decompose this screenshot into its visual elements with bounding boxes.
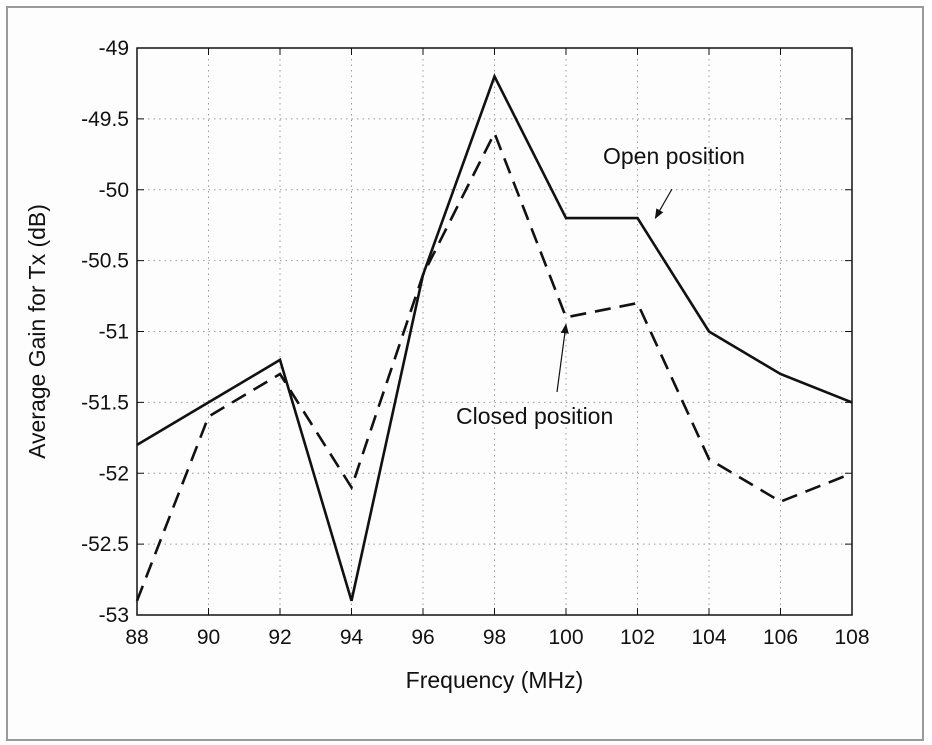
x-tick-label: 90 (197, 626, 220, 649)
x-tick-label: 104 (691, 626, 726, 649)
closed-position-annotation-label: Closed position (456, 403, 613, 429)
open-position-annotation-label: Open position (603, 143, 745, 169)
x-tick-label: 106 (763, 626, 798, 649)
y-tick-label: -49 (99, 37, 129, 60)
open-position-annotation-arrow (654, 188, 673, 219)
y-tick-label: -50 (99, 179, 129, 202)
x-tick-label: 88 (125, 626, 148, 649)
y-tick-label: -49.5 (81, 108, 129, 131)
axis-ticks: 88 90 92 94 96 98 100 102 104 106 108 -49 -49.5 -50 -5… (81, 37, 869, 649)
y-axis-label: Average Gain for Tx (dB) (24, 204, 50, 459)
x-tick-label: 100 (548, 626, 583, 649)
x-tick-label: 94 (340, 626, 364, 649)
x-tick-label: 96 (411, 626, 434, 649)
x-tick-label: 108 (834, 626, 869, 649)
closed-position-line (135, 129, 853, 602)
y-tick-label: -51.5 (81, 391, 129, 414)
x-axis-label: Frequency (MHz) (406, 667, 584, 693)
figure-frame (6, 6, 924, 741)
y-tick-label: -50.5 (81, 250, 129, 273)
x-tick-label: 92 (268, 626, 291, 649)
annotations: Open position Closed position (456, 143, 745, 429)
y-tick-label: -51 (99, 321, 129, 344)
closed-position-annotation-arrow (556, 323, 569, 393)
x-tick-label: 102 (620, 626, 655, 649)
series-lines (135, 73, 853, 602)
y-tick-label: -52.5 (81, 533, 129, 556)
y-tick-label: -52 (99, 462, 129, 485)
grid-lines (137, 48, 852, 615)
y-tick-label: -53 (99, 604, 129, 627)
open-position-line (136, 73, 853, 602)
x-tick-label: 98 (483, 626, 506, 649)
